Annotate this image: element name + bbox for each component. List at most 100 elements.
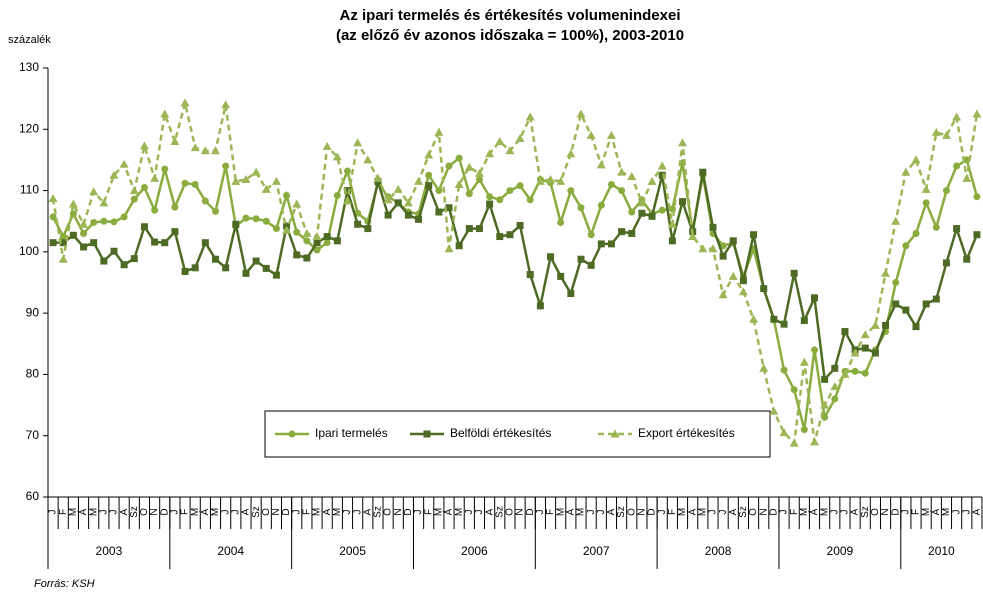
data-point [628,229,636,237]
data-point [272,225,280,233]
data-point [414,176,424,185]
data-point [882,321,890,329]
data-point [810,294,818,302]
data-point [921,184,931,193]
data-point [171,203,179,211]
data-point [922,199,930,207]
data-point [973,193,981,201]
data-point [465,225,473,233]
x-tick-label: O [626,508,637,516]
data-point [912,229,920,237]
data-point [110,247,118,255]
data-point [496,233,504,241]
year-label: 2005 [339,544,366,558]
data-point [100,257,108,265]
x-tick-label: Sz [129,506,140,518]
x-tick-label: J [840,510,851,515]
data-point [617,167,627,176]
data-point [638,209,646,217]
x-tick-label: M [68,508,79,516]
data-point [557,272,565,280]
data-point [292,199,302,208]
data-point [637,198,647,207]
data-point [486,193,494,201]
data-point [80,243,88,251]
data-point [323,239,331,247]
data-point [688,232,698,241]
legend-label: Belföldi értékesítés [450,426,551,440]
data-point [200,146,210,155]
legend-marker [610,429,620,438]
x-tick-label: J [900,510,911,515]
data-point [261,184,271,193]
data-point [831,364,839,372]
x-tick-label: J [961,510,972,515]
x-tick-label: A [850,508,861,515]
data-point [161,239,169,247]
data-point [384,211,392,219]
legend-label: Export értékesítés [638,426,735,440]
y-axis-label: százalék [8,34,51,46]
x-tick-label: A [362,508,373,515]
data-point [658,171,666,179]
year-label: 2010 [928,544,955,558]
data-point [343,187,351,195]
data-point [119,159,129,168]
data-point [536,302,544,310]
data-point [486,200,494,208]
data-point [871,349,879,357]
data-point [942,259,950,267]
data-point [861,344,869,352]
data-point [953,225,961,233]
data-point [596,160,606,169]
data-point [364,225,372,233]
x-tick-label: D [769,508,780,515]
legend-marker [288,430,296,438]
x-tick-label: O [383,508,394,516]
data-point [59,239,67,247]
data-point [282,225,292,234]
x-tick-label: J [708,510,719,515]
data-point [851,367,859,375]
data-point [151,206,159,214]
data-point [860,330,870,339]
data-point [271,176,281,185]
data-point [353,138,363,147]
y-tick-label: 80 [26,367,40,381]
data-point [719,252,727,260]
x-tick-label: A [241,508,252,515]
data-point [953,162,961,170]
data-point [130,255,138,263]
data-point [272,271,280,279]
x-tick-label: M [190,508,201,516]
data-point [474,168,484,177]
x-tick-label: J [170,510,181,515]
x-tick-label: Á [198,508,211,515]
data-point [800,316,808,324]
data-point [567,290,575,298]
data-point [283,191,291,199]
data-point [49,213,57,221]
x-tick-label: N [758,508,769,515]
data-point [212,255,220,263]
data-point [526,196,534,204]
x-tick-label: N [880,508,891,515]
data-point [171,228,179,236]
x-tick-label: F [58,509,69,515]
x-tick-label: M [555,508,566,516]
data-point [373,173,383,182]
x-tick-label: J [342,510,353,515]
x-tick-label: Sz [494,506,505,518]
data-point [627,171,637,180]
data-point [667,219,677,228]
data-point [435,187,443,195]
x-tick-label: D [525,508,536,515]
data-point [89,187,99,196]
data-point [597,201,605,209]
data-point [698,244,708,253]
x-tick-label: O [261,508,272,516]
data-point [708,244,718,253]
x-tick-label: Sz [373,506,384,518]
data-point [780,320,788,328]
data-point [679,198,687,206]
